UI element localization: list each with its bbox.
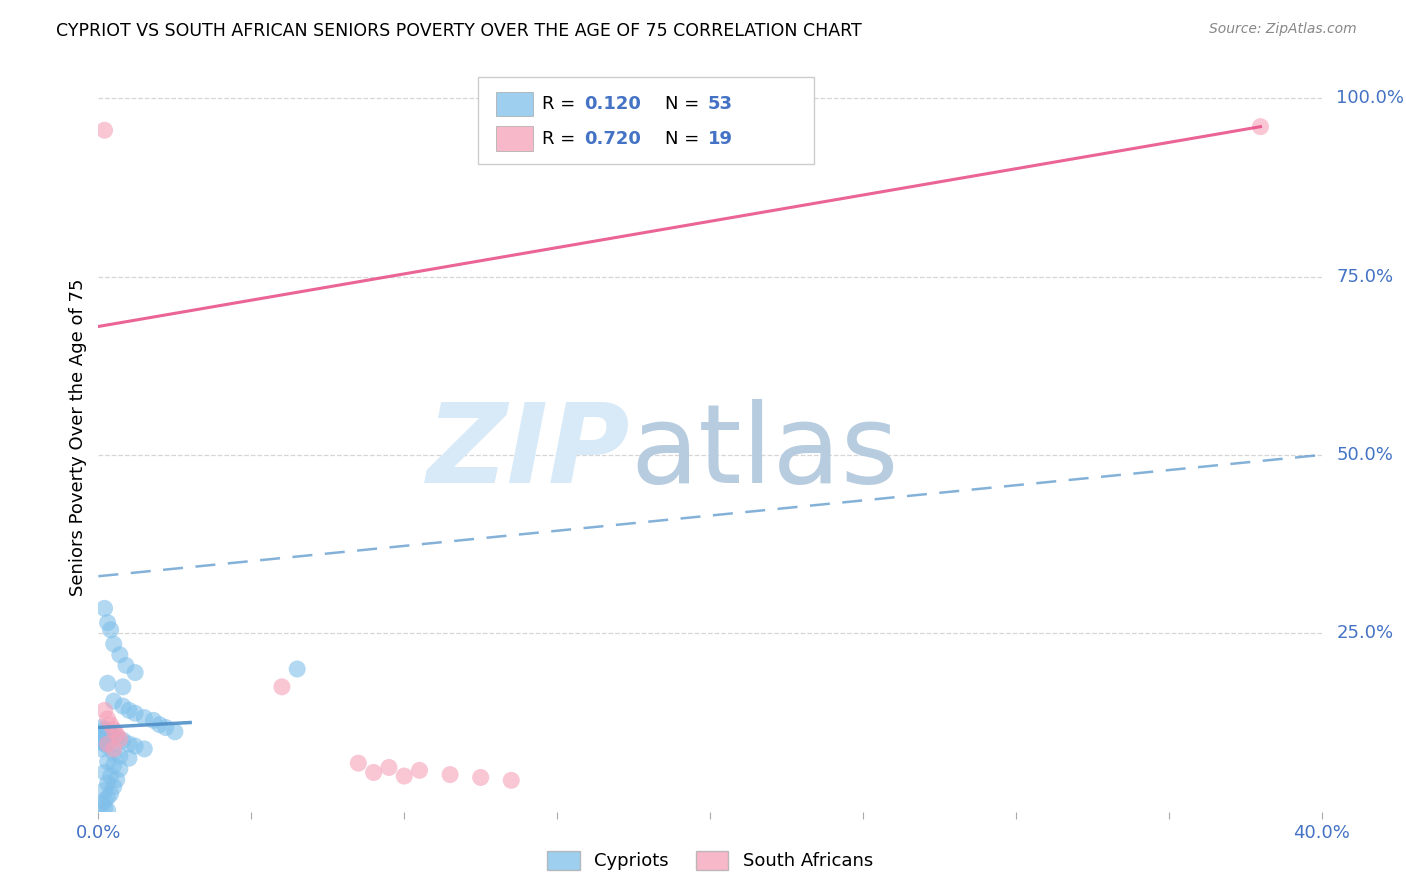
Point [163,724,186,739]
Point [103,758,125,772]
Point [97,676,120,690]
Point [97,776,120,790]
Point [97,615,120,630]
Point [111,733,134,747]
Point [100,717,122,731]
Point [1249,120,1271,134]
Point [470,771,492,785]
Point [115,658,138,673]
Point [103,780,125,794]
Text: 50.0%: 50.0% [1336,446,1393,464]
Text: 53: 53 [707,95,733,112]
Point [111,699,134,714]
Point [108,762,131,776]
Y-axis label: Seniors Poverty Over the Age of 75: Seniors Poverty Over the Age of 75 [69,278,87,596]
FancyBboxPatch shape [496,126,533,151]
Point [100,623,122,637]
Text: 19: 19 [707,130,733,148]
Point [103,746,125,760]
Point [93,730,115,744]
Point [118,703,141,717]
Text: N =: N = [665,95,704,112]
FancyBboxPatch shape [478,78,814,163]
Point [118,751,141,765]
Point [97,790,120,805]
Point [103,742,125,756]
Point [97,739,120,753]
Point [134,742,156,756]
Point [100,787,122,801]
Point [108,648,131,662]
Text: R =: R = [543,95,582,112]
Point [103,694,125,708]
Point [97,737,120,751]
Point [93,123,115,137]
Point [90,728,112,742]
Text: 0.720: 0.720 [583,130,641,148]
Point [270,680,292,694]
Point [363,765,385,780]
Point [93,723,115,737]
Point [93,703,115,717]
Text: ZIP: ZIP [427,399,630,506]
Point [103,723,125,737]
Point [90,742,112,756]
Point [97,712,120,726]
Point [108,731,131,746]
Text: 75.0%: 75.0% [1336,268,1393,285]
Point [93,765,115,780]
Point [124,665,146,680]
Text: CYPRIOT VS SOUTH AFRICAN SENIORS POVERTY OVER THE AGE OF 75 CORRELATION CHART: CYPRIOT VS SOUTH AFRICAN SENIORS POVERTY… [56,22,862,40]
Text: atlas: atlas [630,399,898,506]
Point [108,749,131,764]
Point [392,769,416,783]
Text: 0.120: 0.120 [583,95,641,112]
Point [90,721,112,735]
Point [134,710,156,724]
Point [149,717,172,731]
Point [105,728,128,742]
Point [501,773,523,788]
Point [118,737,141,751]
Text: N =: N = [665,130,704,148]
Point [124,706,146,721]
Point [93,601,115,615]
Text: R =: R = [543,130,582,148]
Point [90,735,112,749]
Point [93,737,115,751]
Point [124,739,146,753]
Point [155,721,177,735]
Text: Source: ZipAtlas.com: Source: ZipAtlas.com [1209,22,1357,37]
Point [97,803,120,817]
Point [111,680,134,694]
Point [93,801,115,815]
Point [285,662,308,676]
Point [408,764,430,778]
Point [105,730,128,744]
Point [90,797,112,812]
Point [93,794,115,808]
Point [100,769,122,783]
Text: 100.0%: 100.0% [1336,89,1405,107]
Point [93,783,115,797]
Point [97,755,120,769]
Point [347,756,370,771]
FancyBboxPatch shape [496,92,533,116]
Point [439,767,461,781]
Point [100,728,122,742]
Point [97,724,120,739]
Point [105,772,128,787]
Point [378,760,401,774]
Point [90,731,112,746]
Text: 25.0%: 25.0% [1336,624,1393,642]
Point [103,637,125,651]
Legend: Cypriots, South Africans: Cypriots, South Africans [540,844,880,878]
Point [142,714,165,728]
